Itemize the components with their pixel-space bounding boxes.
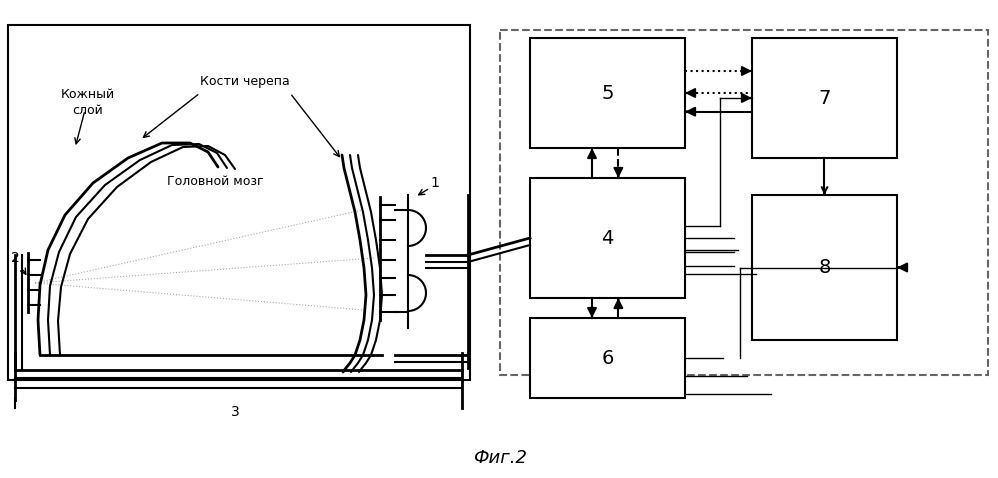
Bar: [8, 25, 470, 380]
Bar: [752, 195, 897, 340]
Text: 8: 8: [818, 258, 830, 277]
Text: 2: 2: [11, 251, 20, 265]
Bar: [530, 318, 685, 398]
Text: Кости черепа: Кости черепа: [201, 75, 289, 88]
Text: Головной мозг: Головной мозг: [167, 175, 263, 188]
Text: Фиг.2: Фиг.2: [473, 449, 527, 467]
Text: Кожный
слой: Кожный слой: [61, 88, 115, 117]
Text: 6: 6: [602, 348, 614, 368]
Text: 3: 3: [231, 405, 240, 419]
Bar: [500, 30, 988, 375]
Text: 1: 1: [430, 176, 439, 190]
Bar: [530, 178, 685, 298]
Text: 4: 4: [602, 228, 614, 248]
Text: 5: 5: [601, 84, 614, 102]
Text: 7: 7: [818, 88, 830, 108]
Bar: [530, 38, 685, 148]
Bar: [752, 38, 897, 158]
